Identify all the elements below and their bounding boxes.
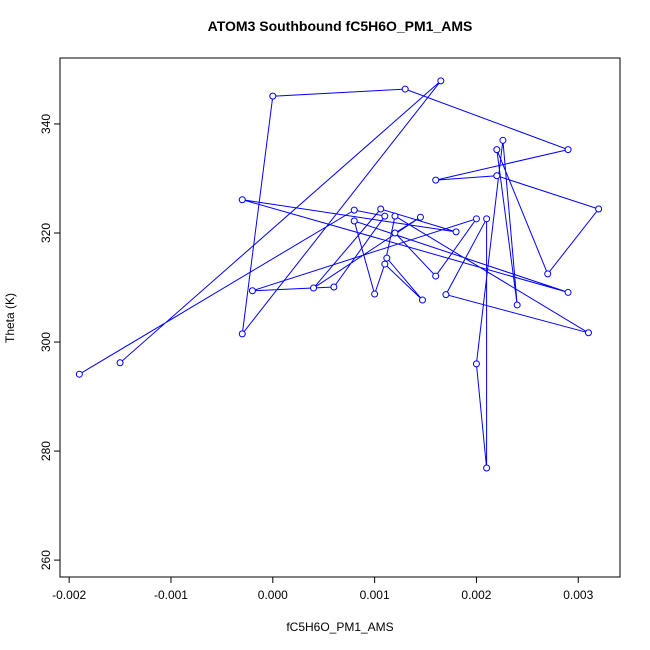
y-tick-label: 320 [39, 223, 53, 243]
y-tick-label: 260 [39, 550, 53, 570]
x-tick-label: 0.001 [360, 588, 390, 602]
point [513, 301, 521, 309]
x-tick-label: 0.002 [461, 588, 491, 602]
point [483, 215, 491, 223]
point [493, 172, 501, 180]
point [432, 272, 440, 280]
point [381, 212, 389, 220]
point [383, 254, 391, 262]
point [310, 284, 318, 292]
point [493, 146, 501, 154]
point [238, 330, 246, 338]
point [350, 217, 358, 225]
point [584, 329, 592, 337]
point [377, 205, 385, 213]
plot-frame [59, 57, 621, 578]
y-tick-label: 340 [39, 114, 53, 134]
point [432, 176, 440, 184]
x-tick-label: -0.002 [52, 588, 86, 602]
point [75, 370, 83, 378]
point [416, 213, 424, 221]
series-line [79, 80, 600, 469]
point [472, 215, 480, 223]
point [248, 287, 256, 295]
x-tick-label: 0.000 [258, 588, 288, 602]
x-tick-label: -0.001 [154, 588, 188, 602]
point [595, 205, 603, 213]
point [381, 260, 389, 268]
point [350, 206, 358, 214]
point [499, 136, 507, 144]
point [238, 196, 246, 204]
y-tick-label: 280 [39, 441, 53, 461]
point [269, 92, 277, 100]
point [483, 464, 491, 472]
point [437, 77, 445, 85]
point [544, 270, 552, 278]
point [442, 291, 450, 299]
point [564, 288, 572, 296]
y-axis-label: Theta (K) [3, 293, 17, 343]
chart-title: ATOM3 Southbound fC5H6O_PM1_AMS [208, 18, 473, 34]
point [330, 283, 338, 291]
point [391, 212, 399, 220]
point [472, 360, 480, 368]
point [116, 359, 124, 367]
point [401, 85, 409, 93]
point [418, 296, 426, 304]
point [452, 228, 460, 236]
point [564, 146, 572, 154]
point [371, 290, 379, 298]
y-tick-label: 300 [39, 332, 53, 352]
point [391, 229, 399, 237]
x-axis-label: fC5H6O_PM1_AMS [286, 620, 393, 634]
x-tick-label: 0.003 [563, 588, 593, 602]
